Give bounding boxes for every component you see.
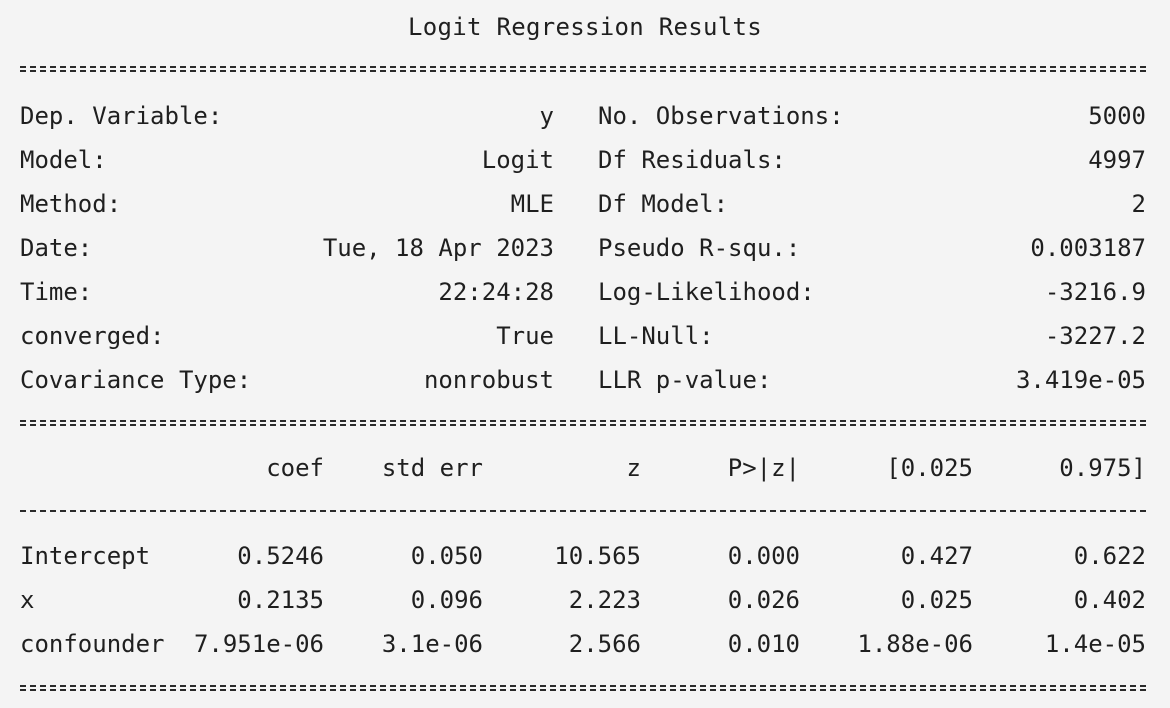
info-left-label: Time: <box>20 278 93 306</box>
info-left-value: y <box>539 102 554 130</box>
info-right-value: 3.419e-05 <box>1015 366 1146 394</box>
double-rule-top <box>20 66 1146 72</box>
coef-cell: 0.096 <box>410 586 483 614</box>
coef-cell: 0.622 <box>1073 542 1146 570</box>
coef-row-name: Intercept <box>20 542 151 570</box>
info-right-value: -3216.9 <box>1044 278 1146 306</box>
single-rule <box>20 510 1146 512</box>
coef-row-name: confounder <box>20 630 165 658</box>
info-left-value: nonrobust <box>423 366 554 394</box>
info-left-label: Covariance Type: <box>20 366 252 394</box>
double-rule-bottom <box>20 685 1146 691</box>
coef-header: 0.975] <box>1059 454 1146 482</box>
coef-header: std err <box>381 454 483 482</box>
coef-cell: 2.566 <box>568 630 641 658</box>
coef-cell: 2.223 <box>568 586 641 614</box>
coef-header: coef <box>266 454 324 482</box>
info-right-value: 0.003187 <box>1030 234 1146 262</box>
info-left-value: 22:24:28 <box>438 278 554 306</box>
info-left-value: Logit <box>481 146 554 174</box>
info-right-label: LLR p-value: <box>598 366 772 394</box>
info-right-label: Log-Likelihood: <box>598 278 815 306</box>
coef-header: [0.025 <box>886 454 973 482</box>
coef-header: z <box>626 454 641 482</box>
coef-cell: 0.000 <box>727 542 800 570</box>
info-left-label: converged: <box>20 322 165 350</box>
info-right-label: LL-Null: <box>598 322 714 350</box>
info-right-label: Df Residuals: <box>598 146 786 174</box>
coef-cell: 0.5246 <box>237 542 324 570</box>
info-right-value: 5000 <box>1088 102 1146 130</box>
info-right-label: Pseudo R-squ.: <box>598 234 801 262</box>
info-right-label: Df Model: <box>598 190 729 218</box>
double-rule-middle <box>20 420 1146 426</box>
coef-cell: 7.951e-06 <box>193 630 324 658</box>
info-left-label: Method: <box>20 190 122 218</box>
info-left-label: Model: <box>20 146 107 174</box>
info-right-value: 4997 <box>1088 146 1146 174</box>
coef-cell: 0.010 <box>727 630 800 658</box>
coef-cell: 0.427 <box>900 542 973 570</box>
info-left-value: True <box>496 322 554 350</box>
coef-cell: 0.402 <box>1073 586 1146 614</box>
coef-cell: 10.565 <box>554 542 641 570</box>
info-left-label: Date: <box>20 234 93 262</box>
info-left-label: Dep. Variable: <box>20 102 223 130</box>
info-left-value: MLE <box>510 190 554 218</box>
info-right-value: 2 <box>1131 190 1146 218</box>
coef-cell: 1.88e-06 <box>857 630 973 658</box>
coef-cell: 0.026 <box>727 586 800 614</box>
coef-cell: 0.2135 <box>237 586 324 614</box>
coef-header: P>|z| <box>727 454 800 482</box>
coef-cell: 0.025 <box>900 586 973 614</box>
coef-row-name: x <box>20 586 35 614</box>
coef-cell: 3.1e-06 <box>381 630 483 658</box>
info-right-label: No. Observations: <box>598 102 844 130</box>
coef-cell: 0.050 <box>410 542 483 570</box>
summary-title: Logit Regression Results <box>408 13 762 41</box>
info-left-value: Tue, 18 Apr 2023 <box>322 234 554 262</box>
info-right-value: -3227.2 <box>1044 322 1146 350</box>
coef-cell: 1.4e-05 <box>1044 630 1146 658</box>
